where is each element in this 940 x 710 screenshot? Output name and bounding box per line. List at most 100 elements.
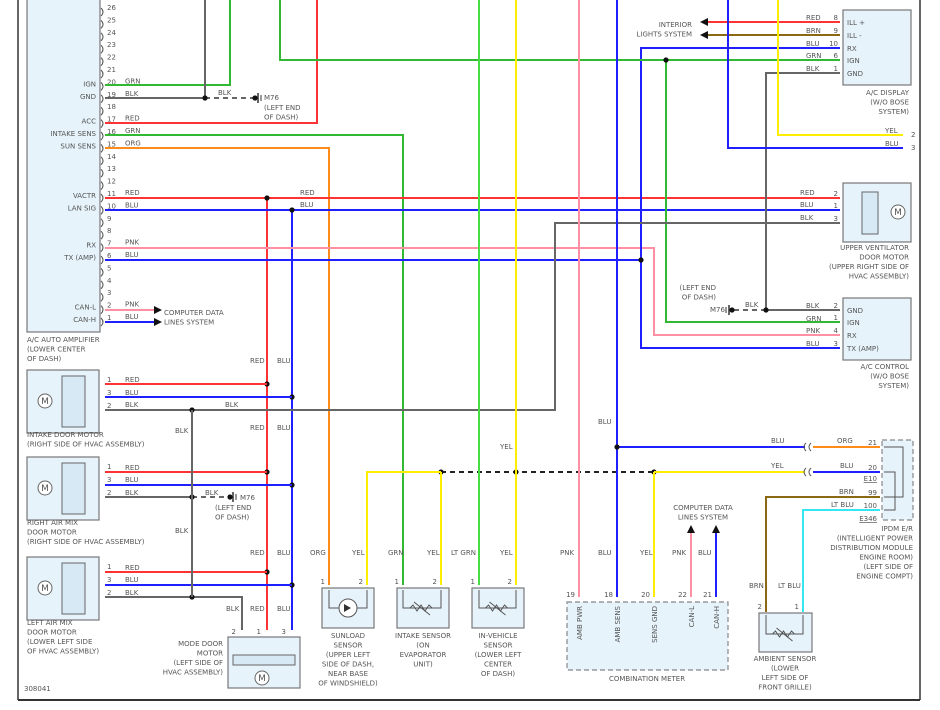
connector-pin <box>100 20 104 29</box>
ground-name: M76 <box>240 494 255 502</box>
motor-symbol: M <box>41 484 49 494</box>
mode-door-label: MODE DOOR <box>178 640 223 648</box>
wire-color-label: YEL <box>426 549 440 557</box>
amp-wire-color: GRN <box>125 127 141 135</box>
right-mix-label: (RIGHT SIDE OF HVAC ASSEMBLY) <box>27 538 145 546</box>
pin-number: 1 <box>795 603 799 611</box>
pin-number: 10 <box>829 40 838 48</box>
splice-dot <box>202 95 208 101</box>
pin-number: 1 <box>107 563 111 571</box>
ipdm-er <box>881 439 914 521</box>
wire-color-label: ORG <box>837 437 853 445</box>
wire-color-label: BLU <box>125 252 138 260</box>
pin-function: TX (AMP) <box>846 345 879 353</box>
connector-pin <box>100 193 104 203</box>
amp-wire-color: PNK <box>125 239 139 247</box>
wire-color-label: BLK <box>125 401 139 409</box>
wire-color-label: PNK <box>806 327 820 335</box>
amp-pin-number: 4 <box>107 277 112 285</box>
wire-color-label: RED <box>250 424 265 432</box>
motor-icon <box>37 393 53 409</box>
wire-color-label: LT BLU <box>778 582 801 590</box>
pin-number: 1 <box>834 314 838 322</box>
wire-color-label: GRN <box>388 549 404 557</box>
amp-pin-number: 6 <box>107 252 112 260</box>
connector-pin <box>100 280 104 290</box>
amp-wire-color: BLU <box>125 313 138 321</box>
actuator-body <box>861 191 879 235</box>
pin-function: ILL - <box>847 32 862 40</box>
pin-number: 2 <box>758 603 762 611</box>
intake-sensor-label: (ON <box>416 642 429 650</box>
in-vehicle-label: (LOWER LEFT <box>475 651 523 659</box>
wire-color-label: BLK <box>806 302 820 310</box>
amp-pin-function: TX (AMP) <box>63 254 96 262</box>
pin-number: 100 <box>864 502 877 510</box>
pin-function: CAN-L <box>688 606 696 627</box>
connector-pin <box>100 94 104 104</box>
sunload-label: SIDE OF DASH, <box>322 661 374 669</box>
pin-function: AMB SENS <box>614 605 622 642</box>
amp-wire-color: GRN <box>125 77 141 85</box>
amp-wire-color: BLU <box>125 251 138 259</box>
wire <box>765 496 880 612</box>
ground-location: OF DASH) <box>682 294 717 302</box>
pin-number: 4 <box>834 327 839 335</box>
wire-color-label: BLU <box>840 462 853 470</box>
wire-ign <box>105 0 231 86</box>
ambient-label: LEFT SIDE OF <box>762 674 809 682</box>
amp-pin-number: 1 <box>107 314 111 322</box>
right-mix-label: DOOR MOTOR <box>27 529 77 537</box>
connector-pin <box>100 131 104 141</box>
amp-pin-number: 8 <box>107 227 111 235</box>
wire-color-label: BLU <box>125 476 138 484</box>
ambient-label: (LOWER <box>771 665 799 673</box>
amp-pin-function: CAN-H <box>73 316 96 324</box>
wire-color-label: YEL <box>639 549 653 557</box>
amp-pin-number: 26 <box>107 4 116 12</box>
connector-pin <box>100 218 104 228</box>
splice-dot <box>663 57 669 63</box>
connector-pin <box>100 317 104 327</box>
ac-auto-amplifier <box>26 0 101 333</box>
connector-pin <box>100 292 104 302</box>
wire-color-label: RED <box>125 189 140 197</box>
splice-dot <box>614 444 620 450</box>
amp-pin-function: LAN SIG <box>68 204 96 212</box>
wire-color-label: PNK <box>125 301 139 309</box>
pin-number: 1 <box>834 65 838 73</box>
wire-color-label: BLK <box>225 401 239 409</box>
amplifier-label: A/C AUTO AMPLIFIER <box>27 336 100 344</box>
intake-sensor-label: INTAKE SENSOR <box>395 632 451 640</box>
wire <box>640 47 840 349</box>
connector-pin <box>100 32 104 42</box>
motor-icon <box>37 480 53 496</box>
pin-number: 1 <box>471 578 475 586</box>
pin-number: 2 <box>359 578 363 586</box>
wire-color-label: BLK <box>800 214 814 222</box>
amp-wire-color: PNK <box>125 301 139 309</box>
amp-pin-number: 10 <box>107 202 116 210</box>
amp-pin-number: 25 <box>107 16 116 24</box>
pin-number: 2 <box>107 489 111 497</box>
wire-color-label: BLU <box>277 549 290 557</box>
wire-color-label: YEL <box>884 127 898 135</box>
pin-number: 20 <box>868 464 877 472</box>
amp-pin-function: SUN SENS <box>60 142 96 150</box>
in-vehicle-label: SENSOR <box>484 642 513 650</box>
wire-color-label: ORG <box>125 139 141 147</box>
ground-location: (LEFT END <box>215 504 252 512</box>
left-mix-label: LEFT AIR MIX <box>27 619 73 627</box>
amp-wire-color: BLU <box>125 201 138 209</box>
wire-color-label: RED <box>125 114 140 122</box>
pin-number: 22 <box>678 591 687 599</box>
wire-color-label: BLU <box>698 549 711 557</box>
wire-color-label: BLK <box>175 427 189 435</box>
wire-color-label: BLU <box>771 437 784 445</box>
pin-number: 1 <box>834 202 838 210</box>
upper-vent-label: DOOR MOTOR <box>859 254 909 262</box>
motor-symbol: M <box>894 208 902 218</box>
computer-data-lines-ref: LINES SYSTEM <box>678 514 728 522</box>
amp-pin-number: 17 <box>107 116 116 124</box>
wire-color-label: BLK <box>175 527 189 535</box>
